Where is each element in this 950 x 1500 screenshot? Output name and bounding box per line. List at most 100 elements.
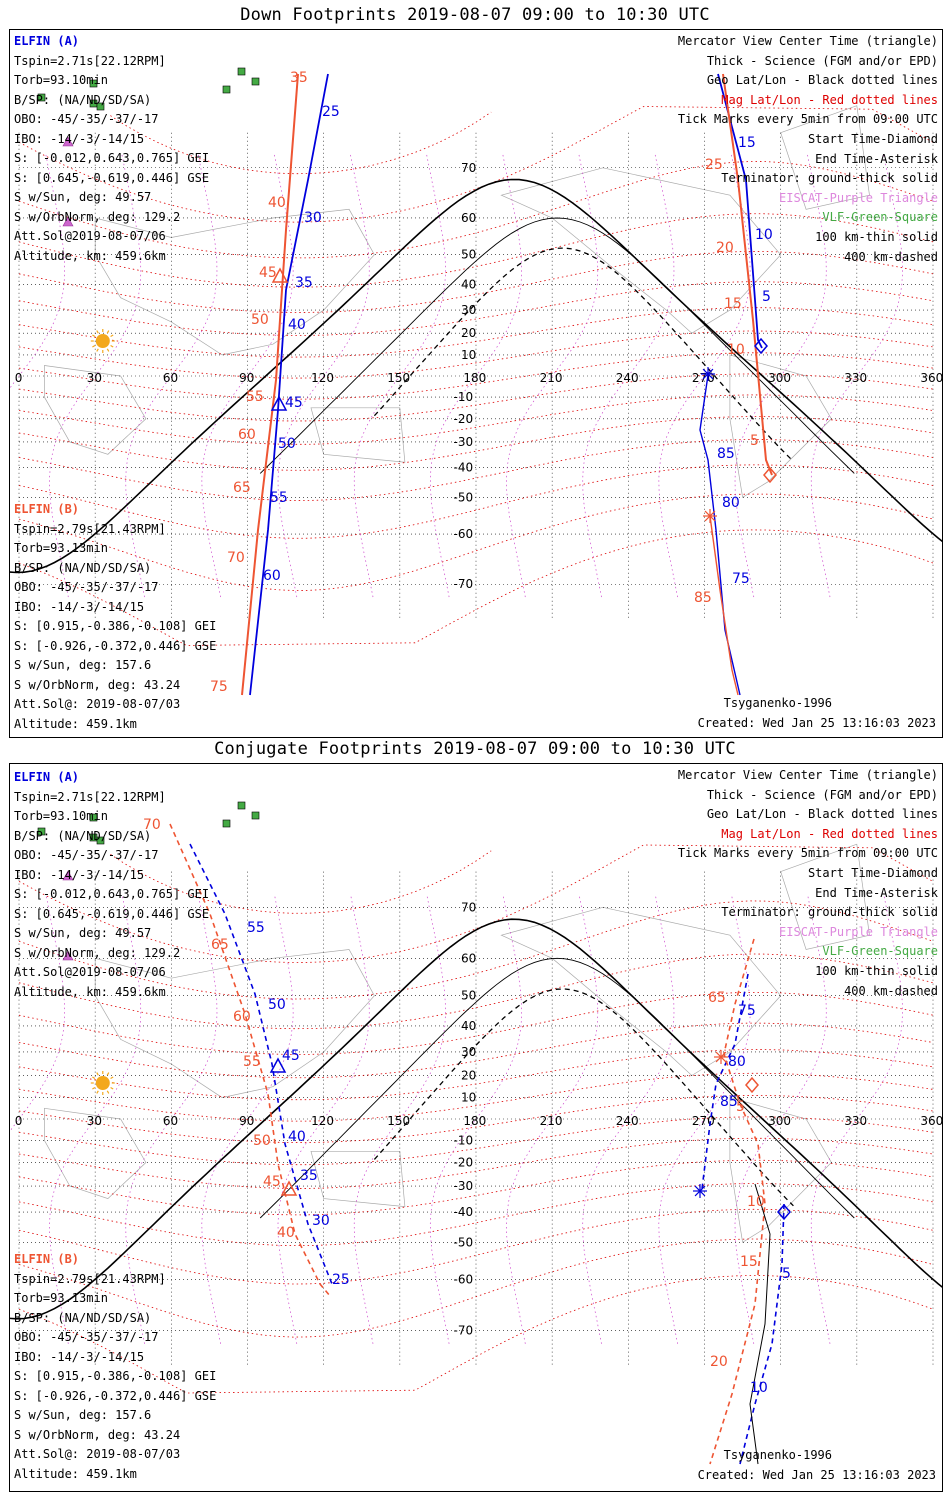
legend-item: Mag Lat/Lon - Red dotted lines [721,826,938,841]
mag-parallel [18,844,934,963]
mag-meridian [658,154,751,598]
probe-b-line: IBO: -14/-3/-14/15 [14,599,145,614]
probe-a-line: S w/Sun, deg: 49.57 [14,190,152,204]
continent-outline [500,906,782,1076]
mag-meridian [125,154,218,598]
probe-b-tick-label: 40 [268,195,286,211]
probe-b-line: S: [0.915,-0.386,-0.108] GEI [14,1369,217,1383]
probe-a-tick-label: 80 [728,1054,746,1070]
mag-parallel [18,1116,934,1166]
mag-parallel [18,1049,934,1101]
latitude-label: -20 [454,1155,474,1169]
probe-b-line: Torb=93.13min [14,1291,108,1305]
longitude-label: 180 [463,1114,486,1128]
probe-b-start-diamond [745,1076,759,1094]
longitude-label: 300 [768,371,791,385]
vlf-station-square [237,67,246,76]
mag-parallel [18,1137,934,1189]
probe-b-tick-label: 70 [227,550,245,566]
mag-parallel [18,1275,934,1394]
probe-a-name: ELFIN (A) [14,770,80,784]
continent-outline [44,1107,147,1199]
longitude-label: 360 [920,371,942,385]
probe-a-tick-label: 40 [288,1129,306,1145]
longitude-label: 270 [692,1114,715,1128]
probe-b-line: S w/Sun, deg: 157.6 [14,1408,152,1422]
terminator-400km [373,988,794,1207]
probe-a-info: ELFIN (A) Tspin=2.71s[22.12RPM] Torb=93.1… [14,768,209,1002]
latitude-label: 40 [461,1019,476,1033]
probe-b-start-diamond [763,466,777,484]
probe-b-tick-label: 60 [238,427,256,443]
probe-a-tick-label: 5 [762,289,771,305]
latitude-label: 10 [461,1091,476,1105]
longitude-label: 240 [616,1114,639,1128]
vlf-station-square [251,811,260,820]
probe-a-tick-label: 10 [755,227,773,243]
probe-a-line: IBO: -14/-3/-14/15 [14,131,145,146]
probe-a-name: ELFIN (A) [14,34,80,48]
legend-item: Tick Marks every 5min from 09:00 UTC [677,112,938,127]
probe-a-line: Torb=93.10min [14,73,108,87]
vlf-station-square [96,102,105,111]
legend-item: Geo Lat/Lon - Black dotted lines [706,73,938,88]
sun-ray [106,1090,110,1094]
legend-item: Terminator: ground-thick solid [721,905,938,920]
mag-parallel [18,330,934,379]
mag-parallel [18,439,934,502]
sun-ray [96,1072,99,1076]
longitude-label: 60 [163,1114,178,1128]
sun-ray [110,334,114,338]
longitude-label: 360 [920,1114,942,1128]
probe-b-tick-label: 45 [259,265,277,281]
mag-meridian [506,154,599,598]
probe-b-tick-label: 85 [694,590,712,606]
mag-parallel [18,352,934,400]
legend-item: Thick - Science (FGM and/or EPD) [706,53,938,68]
probe-b-tick-label: 25 [705,157,723,173]
legend-item: 400 km-dashed [844,249,938,264]
probe-a-tick-label: 75 [732,571,750,587]
probe-a-line: Att.Sol@2019-08-07/06 [14,229,166,243]
probe-a-tick-label: 35 [295,275,313,291]
latitude-label: -30 [454,435,474,449]
probe-b-line: Att.Sol@: 2019-08-07/03 [14,1447,181,1461]
sun-ray [96,1090,99,1094]
mag-parallel [18,416,934,471]
longitude-label: 180 [463,371,486,385]
sun-ray [92,344,96,348]
probe-b-line: S: [0.915,-0.386,-0.108] GEI [14,619,217,633]
mag-parallel [18,250,934,313]
map-legend: Mercator View Center Time (triangle) Thic… [678,32,938,267]
vlf-station-square [251,77,260,86]
mag-parallel [18,493,934,591]
probe-a-line: Tspin=2.71s[22.12RPM] [14,789,166,804]
eiscat-triangle [62,136,74,147]
probe-a-tick-label: 75 [738,1003,756,1019]
terminator-ground [10,918,942,1320]
latitude-label: 20 [461,1069,476,1083]
longitude-label: 330 [844,371,867,385]
probe-a-track-west [189,843,333,1285]
vlf-station-square [222,819,231,828]
continent-outline [500,167,782,334]
continent-outline [310,407,406,463]
probe-a-line: Tspin=2.71s[22.12RPM] [14,53,166,68]
longitude-label: 150 [387,371,410,385]
sun-ray [92,1076,96,1080]
probe-a-tick-label: 50 [278,436,296,452]
probe-b-line: OBO: -45/-35/-37/-17 [14,580,159,594]
legend-item: Geo Lat/Lon - Black dotted lines [706,807,938,822]
probe-b-tick-label: 75 [210,679,228,695]
probe-a-tick-label: 25 [322,104,340,120]
probe-a-line: B/SP: (NA/ND/SD/SA) [14,92,152,107]
legend-item: VLF-Green-Square [822,210,938,225]
probe-b-center-triangle [280,1180,298,1196]
vlf-station-square [37,827,46,836]
legend-item: EISCAT-Purple Triangle [779,924,938,939]
probe-a-tick-label: 15 [738,135,756,151]
probe-a-track-east [701,973,749,1190]
model-label: Tsyganenko-1996 [723,696,832,710]
latitude-label: 60 [461,951,476,965]
probe-a-center-triangle [269,1057,287,1073]
